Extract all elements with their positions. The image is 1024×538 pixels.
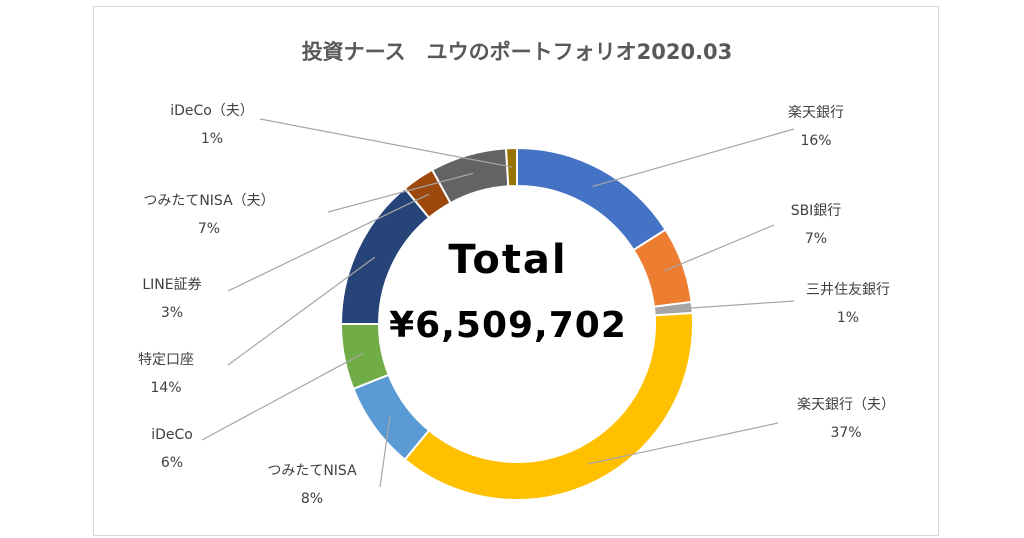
slice-percent-label: 7%: [198, 221, 220, 237]
donut-chart: 投資ナース ユウのポートフォリオ2020.03 楽天銀行 16% SBI銀行 7% 三井…: [138, 40, 895, 507]
slice-percent-label: 37%: [830, 425, 861, 441]
slice-category-label: つみたてNISA: [267, 463, 357, 479]
slice-category-label: 楽天銀行（夫）: [797, 397, 895, 413]
slice-category-label: iDeCo（夫）: [170, 103, 254, 119]
chart-frame: 投資ナース ユウのポートフォリオ2020.03 楽天銀行 16% SBI銀行 7% 三井…: [93, 6, 939, 536]
leader-line: [588, 422, 779, 465]
leader-line: [673, 300, 795, 310]
slice-percent-label: 14%: [150, 380, 181, 396]
slices-layer: [339, 146, 694, 501]
leader-line: [227, 193, 430, 292]
leader-lines-layer: [201, 118, 795, 488]
donut-slice: [403, 311, 694, 501]
slice-percent-label: 8%: [301, 491, 323, 507]
leader-line: [592, 128, 795, 187]
slice-category-label: SBI銀行: [791, 203, 842, 219]
leader-line: [227, 256, 376, 366]
slice-percent-label: 1%: [837, 310, 859, 326]
center-total-label: Total: [448, 237, 567, 283]
slice-percent-label: 6%: [161, 455, 183, 471]
leader-line: [664, 224, 775, 272]
leader-line: [327, 172, 474, 213]
slice-category-label: 三井住友銀行: [806, 282, 890, 298]
chart-title: 投資ナース ユウのポートフォリオ2020.03: [302, 40, 733, 64]
labels-layer: 楽天銀行 16% SBI銀行 7% 三井住友銀行 1% 楽天銀行（夫） 37% つみたてNISA…: [138, 103, 895, 507]
donut-slice: [339, 186, 431, 325]
slice-percent-label: 3%: [161, 305, 183, 321]
slice-category-label: 特定口座: [138, 352, 194, 368]
leader-line: [259, 118, 513, 168]
leader-line: [379, 416, 391, 488]
slice-category-label: つみたてNISA（夫）: [143, 193, 274, 209]
slice-percent-label: 16%: [800, 133, 831, 149]
donut-slice: [516, 146, 667, 252]
slice-percent-label: 1%: [201, 131, 223, 147]
center-total-value: ¥6,509,702: [389, 305, 627, 346]
slice-percent-label: 7%: [805, 231, 827, 247]
slice-category-label: LINE証券: [142, 277, 201, 293]
slice-category-label: 楽天銀行: [788, 105, 844, 121]
slice-category-label: iDeCo: [151, 427, 193, 443]
leader-line: [201, 352, 364, 441]
